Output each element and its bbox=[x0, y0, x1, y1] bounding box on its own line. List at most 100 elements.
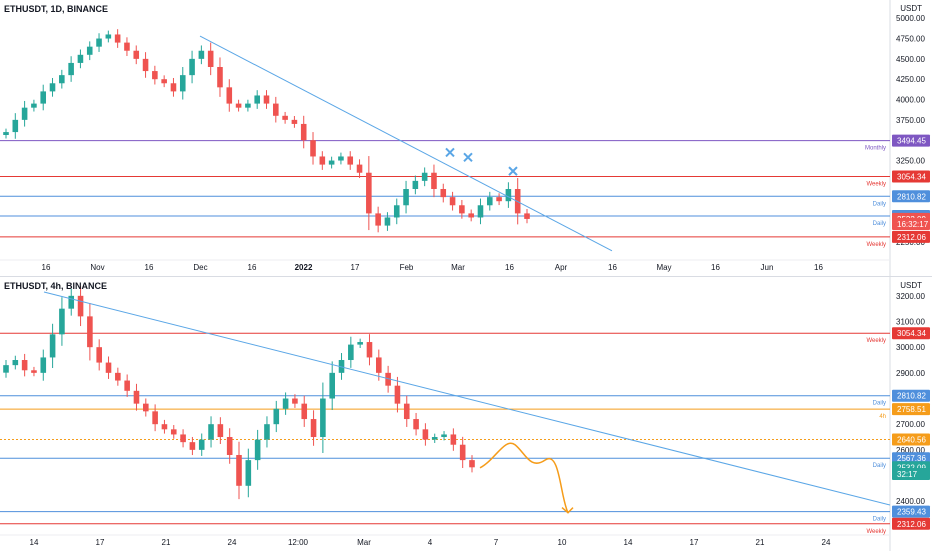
candle-body bbox=[105, 34, 112, 39]
candle bbox=[226, 428, 233, 464]
candle bbox=[264, 416, 270, 448]
daily-chart-canvas[interactable]: 5000.00 4750.00 4500.00 4250.00 4000.00 3750.… bbox=[0, 0, 932, 276]
candle-body bbox=[524, 213, 530, 219]
candle bbox=[431, 164, 437, 198]
price-tag: 2640.56 bbox=[892, 433, 930, 446]
candle-body bbox=[459, 205, 465, 214]
candle-body bbox=[357, 342, 363, 345]
candle bbox=[421, 167, 428, 187]
price-tag-text: 3054.34 bbox=[897, 172, 926, 181]
level-label: Weekly bbox=[866, 338, 886, 344]
price-tag: 3494.45 bbox=[892, 134, 930, 147]
candle bbox=[235, 99, 242, 112]
price-tick-label: 5000.00 bbox=[896, 14, 925, 23]
price-tag-bg bbox=[892, 134, 930, 147]
level-label: Daily bbox=[873, 401, 886, 407]
candle bbox=[96, 33, 102, 52]
candle bbox=[477, 198, 484, 225]
time-tick-label: Jun bbox=[761, 263, 774, 272]
four-hour-chart-pane[interactable]: 3200.003100.003000.002900.002800.002700.… bbox=[0, 276, 932, 551]
price-tag: 32:17 bbox=[892, 467, 930, 480]
candle bbox=[189, 50, 195, 84]
candle bbox=[347, 151, 354, 170]
candle bbox=[21, 353, 28, 377]
candle bbox=[310, 410, 317, 446]
price-tag-bg bbox=[892, 170, 930, 183]
candle-body bbox=[96, 347, 102, 363]
candle bbox=[254, 90, 260, 109]
time-tick-label: Mar bbox=[357, 538, 371, 547]
candle-body bbox=[142, 58, 149, 72]
candle bbox=[40, 84, 47, 111]
candle-body bbox=[440, 189, 447, 198]
candle-body bbox=[384, 217, 391, 226]
candle bbox=[329, 361, 335, 410]
candle-body bbox=[86, 46, 93, 55]
candle-body bbox=[207, 50, 214, 67]
touch-marker bbox=[463, 152, 473, 162]
candle bbox=[105, 30, 112, 43]
time-tick-label: 17 bbox=[96, 538, 105, 547]
price-tag: 2810.82 bbox=[892, 190, 930, 203]
candle bbox=[300, 115, 307, 149]
daily-chart-pane[interactable]: 5000.00 4750.00 4500.00 4250.00 4000.00 3750.… bbox=[0, 0, 932, 276]
candle bbox=[133, 383, 140, 411]
price-tag-bg bbox=[892, 190, 930, 203]
daily-symbol-title: ETHUSDT, 1D, BINANCE bbox=[4, 4, 109, 14]
candle bbox=[68, 288, 75, 316]
candle-body bbox=[161, 424, 168, 430]
candle-body bbox=[338, 156, 344, 161]
candle bbox=[115, 367, 121, 386]
time-tick-label: Apr bbox=[555, 263, 568, 272]
candle-body bbox=[310, 419, 317, 438]
candle bbox=[49, 77, 56, 97]
four-hour-symbol-title: ETHUSDT, 4h, BINANCE bbox=[4, 281, 108, 291]
daily-currency-label: USDT bbox=[900, 4, 922, 13]
candle bbox=[356, 159, 363, 179]
candle-body bbox=[40, 91, 47, 104]
candle bbox=[12, 113, 19, 139]
candle-body bbox=[292, 398, 298, 404]
candle bbox=[207, 42, 214, 76]
candle-body bbox=[301, 403, 308, 420]
candle-body bbox=[477, 205, 484, 218]
level-label: Weekly bbox=[866, 529, 886, 535]
time-tick-label: 14 bbox=[30, 538, 39, 547]
price-tag-text: 3494.45 bbox=[897, 137, 926, 146]
candle bbox=[348, 336, 354, 368]
candle bbox=[21, 100, 28, 127]
candle-body bbox=[115, 372, 121, 381]
price-tag-text: 2810.82 bbox=[897, 392, 926, 401]
candle-body bbox=[152, 71, 158, 80]
candle-body bbox=[87, 316, 93, 348]
candle-body bbox=[394, 385, 401, 404]
candle-body bbox=[422, 429, 429, 440]
candle-body bbox=[263, 95, 270, 104]
time-tick-label: 16 bbox=[42, 263, 51, 272]
candle bbox=[384, 212, 391, 231]
candle bbox=[366, 334, 373, 366]
four-hour-chart-canvas[interactable]: 3200.003100.003000.002900.002800.002700.… bbox=[0, 277, 932, 551]
candle-body bbox=[348, 344, 354, 361]
candle bbox=[403, 395, 410, 427]
candle bbox=[450, 428, 457, 451]
candle-body bbox=[124, 380, 130, 391]
candle bbox=[77, 286, 84, 327]
descending-trendline bbox=[199, 35, 613, 252]
time-tick-label: 16 bbox=[711, 263, 720, 272]
candle bbox=[217, 417, 224, 445]
time-tick-label: 12:00 bbox=[288, 538, 309, 547]
candle bbox=[440, 183, 447, 203]
candle-body bbox=[114, 34, 121, 43]
candle-body bbox=[254, 439, 261, 461]
candle-body bbox=[105, 362, 112, 373]
candle-body bbox=[328, 160, 335, 165]
candle bbox=[198, 433, 205, 456]
candle bbox=[236, 441, 242, 500]
candle bbox=[68, 56, 74, 82]
candle bbox=[245, 99, 251, 112]
candle-body bbox=[496, 197, 502, 202]
level-label: Daily bbox=[873, 221, 886, 227]
price-tag: 2312.06 bbox=[892, 230, 930, 243]
price-tick-label: 3100.00 bbox=[896, 318, 925, 327]
